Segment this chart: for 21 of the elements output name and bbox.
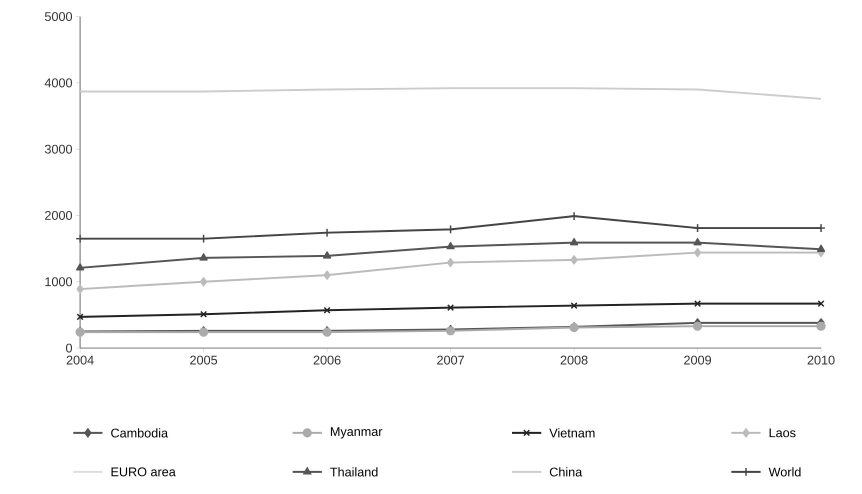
x-tick-label: 2007: [437, 355, 464, 364]
legend-label: China: [550, 467, 582, 476]
y-tick-label: 5000: [44, 12, 72, 21]
x-tick-label: 2010: [808, 355, 835, 364]
legend-label: Vietnam: [549, 428, 594, 438]
y-tick-label: 4000: [44, 78, 72, 88]
x-tick-label: 2009: [684, 355, 712, 364]
legend-label: World: [768, 467, 801, 476]
y-tick-label: 1000: [45, 277, 72, 286]
x-tick-label: 2004: [66, 355, 94, 364]
x-tick-label: 2005: [190, 355, 218, 364]
y-tick-label: 0: [66, 343, 72, 352]
y-tick-label: 2000: [45, 210, 72, 220]
legend-label: Myanmar: [330, 427, 382, 438]
legend-label: Thailand: [330, 467, 378, 476]
y-tick-label: 3000: [44, 144, 72, 154]
x-tick-label: 2008: [560, 355, 588, 364]
legend-label: Cambodia: [111, 428, 168, 438]
legend-label: EURO area: [112, 467, 176, 476]
x-tick-label: 2006: [314, 355, 341, 364]
legend-label: Laos: [770, 428, 796, 438]
